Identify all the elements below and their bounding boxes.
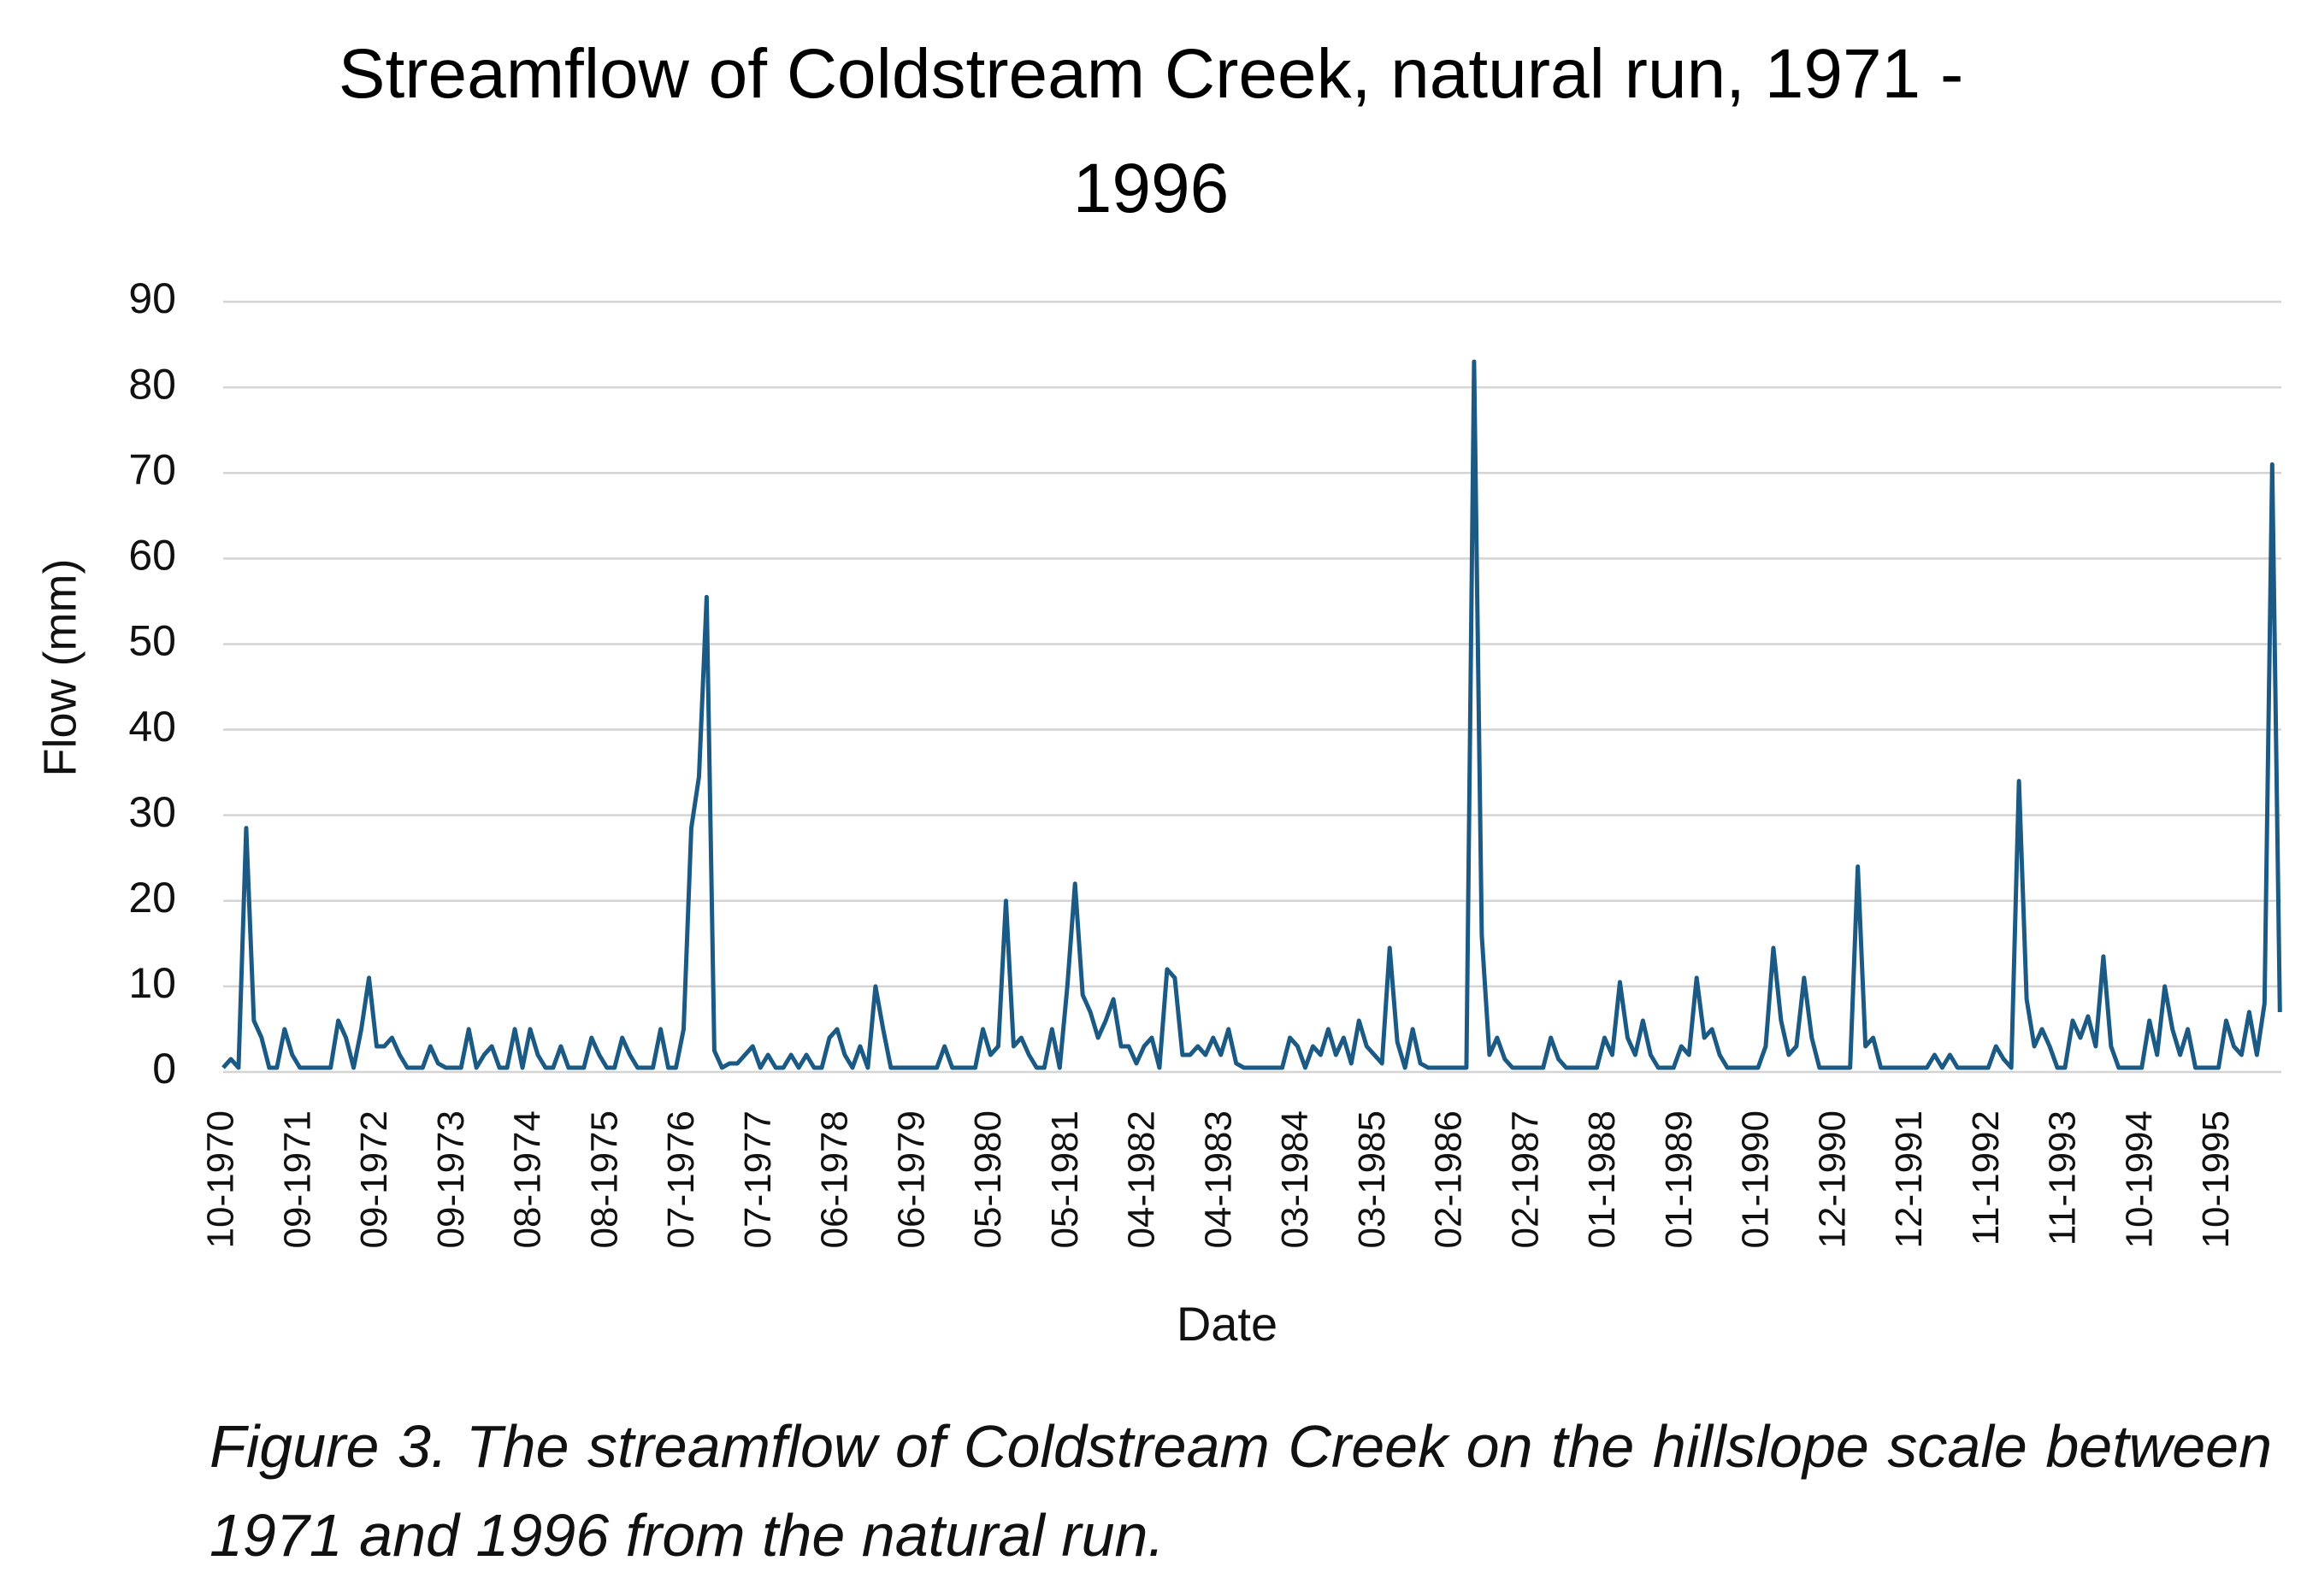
y-tick-label: 60 xyxy=(128,532,176,580)
x-tick-label: 06-1978 xyxy=(814,1110,856,1248)
x-tick-label: 11-1992 xyxy=(1965,1110,2007,1246)
y-tick-label: 80 xyxy=(128,360,176,408)
x-tick-label: 03-1984 xyxy=(1274,1110,1316,1248)
figure-caption: Figure 3. The streamflow of Coldstream C… xyxy=(209,1413,2272,1569)
x-tick-label: 04-1982 xyxy=(1121,1110,1163,1248)
x-tick-label: 09-1973 xyxy=(430,1110,472,1248)
y-tick-label: 70 xyxy=(128,445,176,493)
x-tick-label: 10-1995 xyxy=(2195,1110,2237,1248)
y-axis-label: Flow (mm) xyxy=(34,559,86,777)
x-tick-label: 01-1990 xyxy=(1735,1110,1777,1248)
y-tick-label: 40 xyxy=(128,703,176,751)
x-tick-label: 05-1980 xyxy=(967,1110,1009,1248)
x-tick-label: 09-1972 xyxy=(353,1110,395,1248)
x-tick-label: 12-1991 xyxy=(1888,1110,1930,1248)
x-tick-label: 12-1990 xyxy=(1811,1110,1853,1248)
x-tick-label: 10-1994 xyxy=(2118,1110,2160,1248)
y-tick-label: 0 xyxy=(152,1045,176,1092)
x-tick-label: 10-1970 xyxy=(200,1110,242,1248)
x-tick-label: 09-1971 xyxy=(276,1110,318,1248)
x-axis-label: Date xyxy=(1177,1297,1277,1351)
x-tick-label: 05-1981 xyxy=(1044,1110,1086,1248)
x-tick-label: 02-1987 xyxy=(1504,1110,1546,1248)
x-tick-label: 04-1983 xyxy=(1197,1110,1239,1248)
x-tick-label: 11-1993 xyxy=(2042,1110,2084,1246)
x-tick-label: 06-1979 xyxy=(890,1110,932,1248)
x-tick-label: 08-1974 xyxy=(507,1110,549,1248)
x-tick-label: 01-1988 xyxy=(1581,1110,1623,1248)
chart-title: Streamflow of Coldstream Creek, natural … xyxy=(338,35,1964,227)
x-tick-label: 01-1989 xyxy=(1658,1110,1700,1248)
y-tick-label: 50 xyxy=(128,617,176,665)
y-tick-label: 10 xyxy=(128,959,176,1007)
x-tick-label: 08-1975 xyxy=(583,1110,625,1248)
x-tick-label: 02-1986 xyxy=(1428,1110,1470,1248)
x-tick-label: 07-1977 xyxy=(737,1110,779,1248)
x-tick-label: 07-1976 xyxy=(660,1110,702,1248)
x-tick-label: 03-1985 xyxy=(1351,1110,1393,1248)
y-tick-label: 90 xyxy=(128,274,176,322)
y-tick-label: 30 xyxy=(128,788,176,836)
flow-line xyxy=(221,359,2282,1070)
y-tick-label: 20 xyxy=(128,874,176,922)
